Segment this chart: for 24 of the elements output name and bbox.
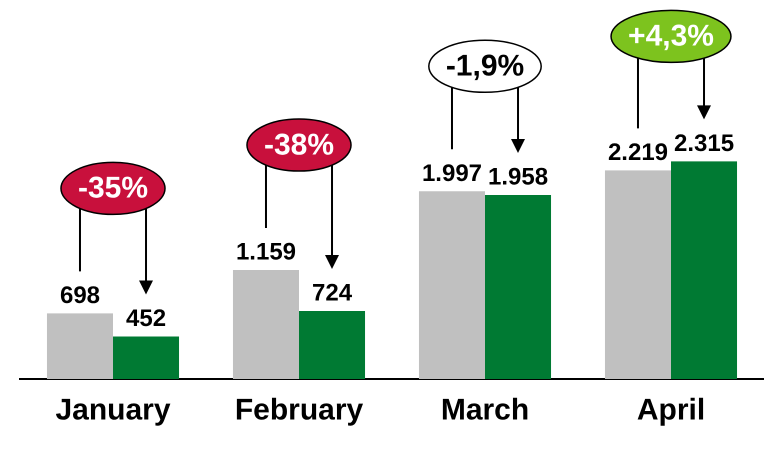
bar <box>671 161 738 379</box>
x-tick-label: February <box>234 393 364 426</box>
bar <box>418 191 485 379</box>
data-label: 1.958 <box>488 164 548 191</box>
bar <box>299 310 366 379</box>
data-label: 724 <box>312 280 353 307</box>
bar <box>232 270 299 379</box>
x-tick-label: March <box>440 393 530 426</box>
bar <box>46 313 113 379</box>
bar <box>485 194 552 379</box>
x-tick-label: April <box>636 393 706 426</box>
text: -38% <box>264 128 334 162</box>
data-label: 1.997 <box>422 160 482 187</box>
bar <box>113 336 180 379</box>
text: -1,9% <box>446 50 524 83</box>
data-label: 1.159 <box>236 238 296 266</box>
annotation: -35% <box>78 172 148 205</box>
data-label: 2.219 <box>608 139 668 166</box>
text: +4,3% <box>628 20 714 53</box>
data-label: 452 <box>126 305 166 332</box>
data-label: 698 <box>60 282 100 310</box>
x-tick-label: January <box>55 393 171 426</box>
bar <box>604 170 671 379</box>
data-label: 2.315 <box>674 130 734 158</box>
